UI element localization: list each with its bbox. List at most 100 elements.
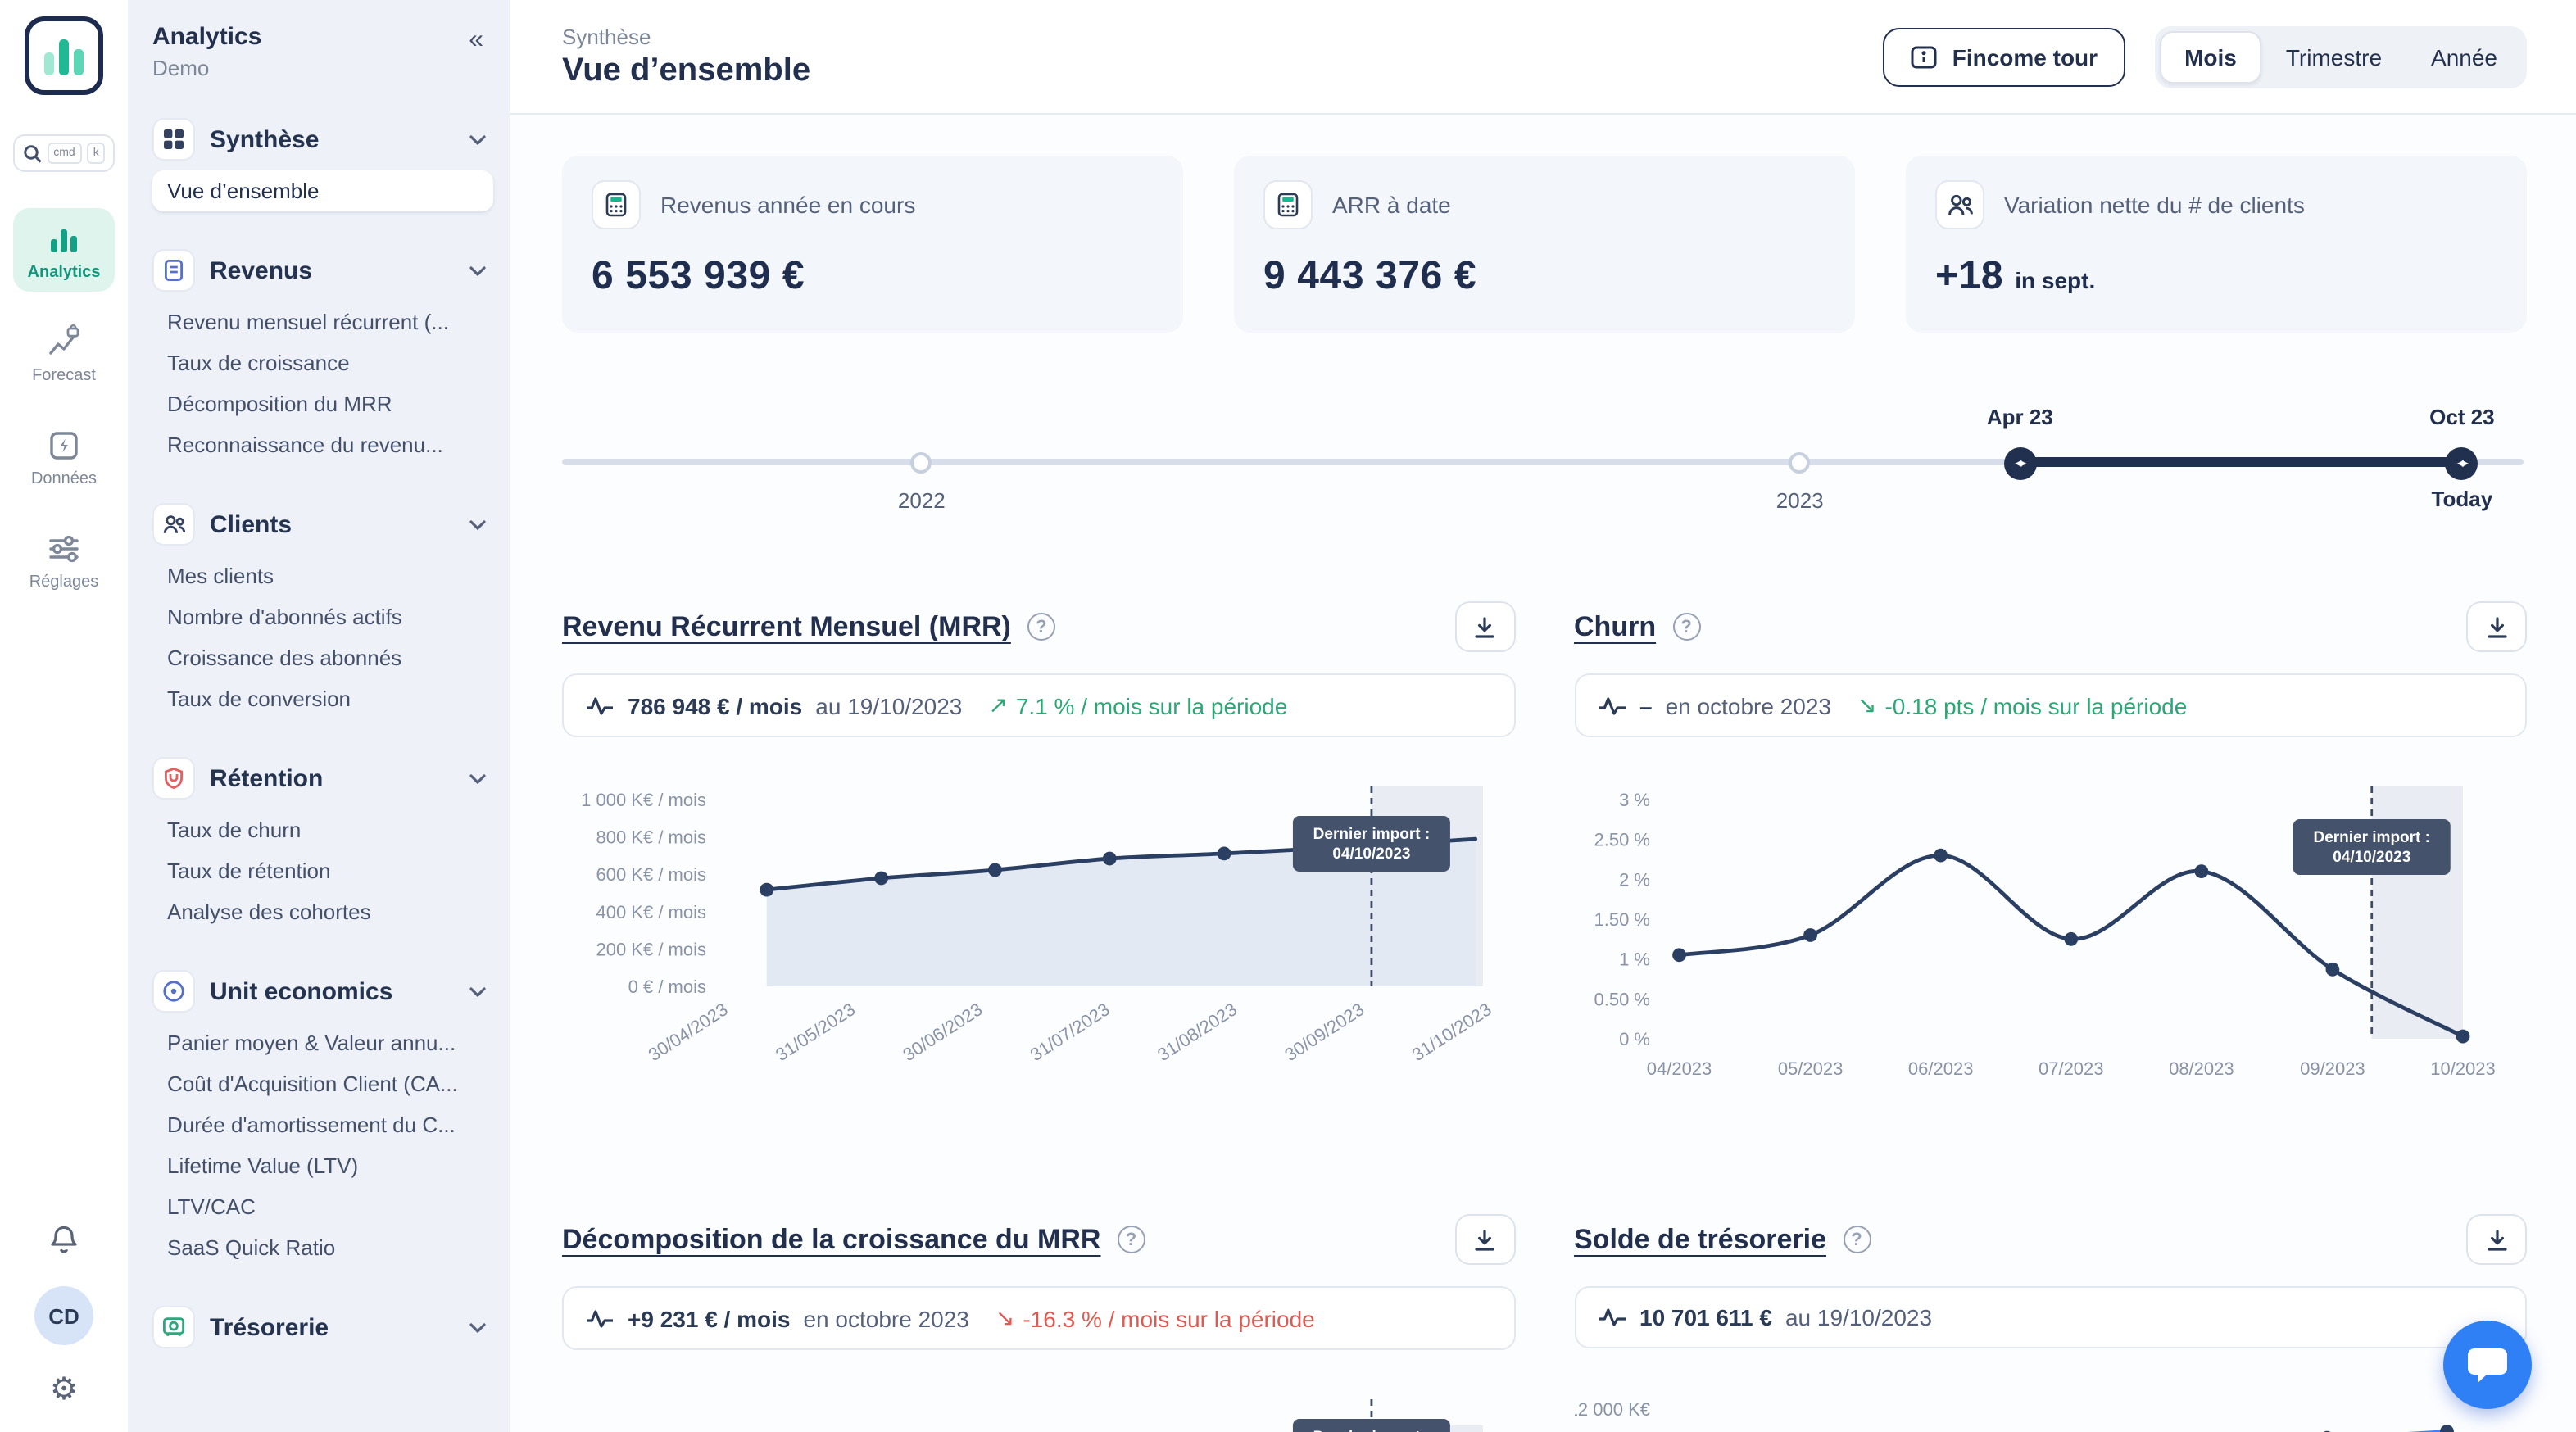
sidebar-item-decomposition-mrr[interactable]: Décomposition du MRR (167, 392, 392, 416)
collapse-sidebar-button[interactable]: « (469, 26, 483, 54)
treasury-line-chart[interactable]: 12 000 K€10 000 K€ (1567, 1391, 2527, 1432)
download-button[interactable] (2466, 601, 2527, 652)
download-button[interactable] (1454, 601, 1515, 652)
sidebar-item-reconnaissance-revenu[interactable]: Reconnaissance du revenu... (167, 433, 443, 457)
nav-reglages[interactable]: Réglages (13, 518, 115, 601)
download-button[interactable] (2466, 1214, 2527, 1265)
sidebar-item-cac[interactable]: Coût d'Acquisition Client (CA... (167, 1072, 458, 1096)
search-shortcut[interactable]: cmd k (12, 134, 116, 172)
svg-text:04/2023: 04/2023 (1646, 1058, 1712, 1079)
chat-icon (2468, 1348, 2507, 1382)
logo-bars-icon (44, 39, 84, 75)
chart-title-mrr[interactable]: Revenu Récurrent Mensuel (MRR) (562, 610, 1011, 641)
help-icon[interactable]: ? (1117, 1226, 1145, 1253)
sidebar-item-taux-conversion[interactable]: Taux de conversion (167, 687, 351, 711)
section-header-unit-economics[interactable]: Unit economics (152, 970, 493, 1013)
sidebar-item-taux-retention[interactable]: Taux de rétention (167, 859, 331, 883)
settings-gear-icon[interactable]: ⚙ (49, 1373, 79, 1407)
mrr-line-chart[interactable]: 1 000 K€ / mois 800 K€ / mois 600 K€ / moi… (562, 780, 1515, 1099)
nav-donnees-label: Données (30, 470, 98, 488)
kpi-arr: ARR à date 9 443 376 € (1234, 156, 1855, 333)
sidebar-item-panier-moyen[interactable]: Panier moyen & Valeur annu... (167, 1031, 456, 1055)
sidebar-item-taux-croissance[interactable]: Taux de croissance (167, 351, 350, 375)
download-icon (2487, 616, 2506, 637)
stat-context: au 19/10/2023 (1785, 1304, 1933, 1330)
nav-analytics[interactable]: Analytics (13, 208, 115, 292)
nav-forecast[interactable]: Forecast (13, 311, 115, 395)
tour-icon (1912, 45, 1938, 68)
help-icon[interactable]: ? (1843, 1226, 1871, 1253)
tab-mois[interactable]: Mois (2160, 30, 2261, 83)
section-header-retention[interactable]: Rétention (152, 757, 493, 800)
sidebar-item-duree-amortissement[interactable]: Durée d'amortissement du C... (167, 1113, 456, 1137)
slider-track[interactable] (562, 459, 2524, 465)
svg-text:10/2023: 10/2023 (2429, 1058, 2495, 1079)
svg-text:800 K€ / mois: 800 K€ / mois (596, 827, 706, 848)
user-avatar[interactable]: CD (34, 1286, 93, 1345)
sidebar-item-saas-quick-ratio[interactable]: SaaS Quick Ratio (167, 1235, 336, 1260)
year-label: 2022 (897, 488, 946, 513)
svg-text:31/08/2023: 31/08/2023 (1154, 999, 1240, 1065)
year-dot (1789, 451, 1811, 473)
stat-value: 10 701 611 € (1639, 1304, 1772, 1330)
sidebar-item-vue-densemble[interactable]: Vue d’ensemble (152, 170, 493, 211)
mrr-growth-chart[interactable]: 100 K€ / moisDernier import :04/10/2023 (562, 1393, 1515, 1432)
nav-analytics-label: Analytics (27, 264, 101, 282)
sidebar-section-unit-economics: Unit economics Panier moyen & Valeur ann… (152, 970, 493, 1268)
sidebar-item-abonnes-actifs[interactable]: Nombre d'abonnés actifs (167, 605, 402, 629)
fincome-logo[interactable] (25, 16, 103, 95)
kpi-value: 9 443 376 € (1263, 254, 1477, 298)
drag-handle-icon[interactable]: ◂▸ (2445, 446, 2478, 479)
range-end-label: Oct 23 (2429, 405, 2495, 429)
section-header-clients[interactable]: Clients (152, 503, 493, 546)
breadcrumb: Synthèse (562, 24, 651, 48)
section-header-revenus[interactable]: Revenus (152, 249, 493, 292)
kpi-label: Variation nette du # de clients (2004, 192, 2305, 218)
slider-selected-range[interactable] (2020, 457, 2462, 467)
dashboard-content: Revenus année en cours 6 553 939 € ARR à… (510, 115, 2576, 1432)
chevron-down-icon (469, 519, 487, 530)
sidebar-item-analyse-cohortes[interactable]: Analyse des cohortes (167, 900, 371, 924)
nav-donnees[interactable]: Données (13, 415, 115, 498)
sliders-icon (46, 531, 82, 567)
svg-text:12 000 K€: 12 000 K€ (1574, 1399, 1649, 1420)
tab-trimestre[interactable]: Trimestre (2261, 30, 2406, 83)
sidebar-item-ltv-cac[interactable]: LTV/CAC (167, 1194, 256, 1219)
notifications-bell-icon[interactable] (48, 1224, 80, 1257)
sidebar-item-taux-churn[interactable]: Taux de churn (167, 818, 302, 842)
svg-text:400 K€ / mois: 400 K€ / mois (596, 902, 706, 922)
sidebar-item-mrr[interactable]: Revenu mensuel récurrent (... (167, 310, 449, 334)
help-icon[interactable]: ? (1027, 613, 1055, 641)
analytics-sidebar: Analytics Demo « Synthèse Vue d’ensemble… (128, 0, 510, 1432)
grid-icon (152, 118, 195, 161)
chart-title-churn[interactable]: Churn (1574, 610, 1657, 641)
churn-line-chart[interactable]: 3 % 2.50 % 2 % 1.50 % 1 % 0.50 % 0 % 04/2023 05/… (1574, 780, 2527, 1109)
kpi-label: ARR à date (1332, 192, 1451, 218)
svg-text:3 %: 3 % (1618, 790, 1649, 810)
chart-title-decomposition[interactable]: Décomposition de la croissance du MRR (562, 1223, 1101, 1254)
clients-icon (1935, 180, 1984, 229)
date-range-slider[interactable]: 2022 2023 Apr 23 ◂▸ Oct 23 ◂▸ Today (562, 385, 2527, 529)
sidebar-item-croissance-abonnes[interactable]: Croissance des abonnés (167, 646, 402, 670)
analytics-bars-icon (46, 221, 82, 257)
kbd-cmd: cmd (47, 143, 82, 164)
drag-handle-icon[interactable]: ◂▸ (2003, 446, 2037, 479)
help-icon[interactable]: ? (1672, 613, 1701, 641)
download-button[interactable] (1454, 1214, 1515, 1265)
fincome-tour-button[interactable]: Fincome tour (1883, 27, 2126, 86)
section-header-tresorerie[interactable]: Trésorerie (152, 1306, 493, 1348)
svg-text:07/2023: 07/2023 (2038, 1058, 2103, 1079)
sidebar-item-mes-clients[interactable]: Mes clients (167, 564, 274, 588)
chart-stat-churn: – en octobre 2023 ↘ -0.18 pts / mois sur… (1574, 673, 2527, 737)
section-header-synthese[interactable]: Synthèse (152, 118, 493, 161)
chart-title-tresorerie[interactable]: Solde de trésorerie (1574, 1223, 1827, 1254)
sidebar-item-ltv[interactable]: Lifetime Value (LTV) (167, 1153, 359, 1178)
tab-annee[interactable]: Année (2406, 30, 2522, 83)
chart-stat-decomposition: +9 231 € / mois en octobre 2023 ↘ -16.3 … (562, 1286, 1515, 1350)
year-label: 2023 (1776, 488, 1824, 513)
svg-text:31/07/2023: 31/07/2023 (1027, 999, 1113, 1065)
chat-bubble-button[interactable] (2443, 1321, 2532, 1409)
search-icon (22, 143, 42, 163)
stat-trend: ↘ -0.18 pts / mois sur la période (1857, 691, 2188, 718)
